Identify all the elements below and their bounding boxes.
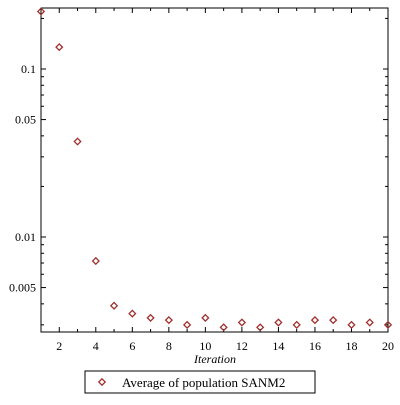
x-tick-label: 4 (93, 339, 99, 353)
data-point (73, 137, 82, 146)
x-tick-label: 10 (199, 339, 211, 353)
x-axis-title: Iteration (193, 352, 236, 366)
data-point (182, 320, 192, 329)
x-tick-label: 14 (272, 339, 284, 353)
y-tick-label: 0.05 (15, 113, 36, 127)
data-point (91, 256, 100, 266)
x-tick-label: 16 (309, 339, 321, 353)
plot-frame (40, 7, 389, 333)
legend: Average of population SANM2 (84, 370, 316, 394)
data-point (219, 323, 228, 332)
x-tick-label: 8 (166, 339, 172, 353)
data-point (365, 318, 374, 327)
data-point (55, 42, 64, 52)
data-point (164, 316, 173, 325)
y-tick-label: 0.005 (9, 281, 36, 295)
data-point (146, 313, 155, 323)
data-points (36, 7, 393, 332)
data-point (36, 7, 46, 16)
x-tick-label: 18 (345, 339, 357, 353)
y-tick-label: 0.01 (15, 230, 36, 244)
x-tick-label: 20 (382, 339, 394, 353)
data-point (128, 309, 137, 318)
y-axis-ticks: 0.005 0.01 0.05 0.1 (9, 17, 388, 326)
data-point (201, 313, 210, 323)
data-point (383, 320, 393, 329)
data-point (109, 301, 119, 310)
legend-box (84, 370, 316, 394)
x-axis-ticks: 2 4 6 8 10 12 14 16 18 20 (56, 8, 394, 353)
data-point (347, 320, 356, 329)
data-point (329, 316, 338, 325)
data-point (256, 323, 265, 332)
legend-label: Average of population SANM2 (122, 375, 285, 390)
legend-marker-diamond (97, 377, 107, 387)
data-point (310, 316, 320, 325)
legend-marker-diamond-shape (97, 377, 107, 387)
data-point (237, 318, 247, 327)
y-tick-label: 0.1 (21, 62, 36, 76)
x-tick-label: 6 (129, 339, 135, 353)
x-tick-label: 2 (56, 339, 62, 353)
data-point (274, 318, 283, 327)
data-point (292, 320, 301, 329)
x-tick-label: 12 (236, 339, 248, 353)
